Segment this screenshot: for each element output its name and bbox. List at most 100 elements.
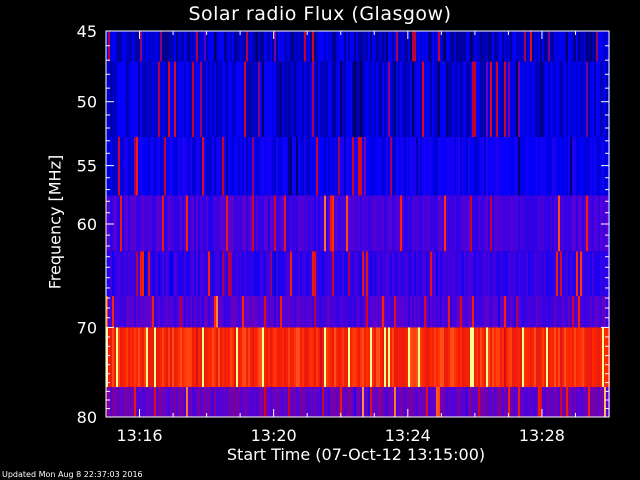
heat-cell [120,386,122,417]
heat-cell [542,195,544,252]
frequency-band [106,136,610,196]
heat-cell [438,31,440,62]
heat-cell [500,31,502,62]
heat-cell [108,296,110,328]
heat-cell [544,136,546,196]
heat-cell [492,195,494,252]
heat-cell [384,61,386,137]
heat-cell [304,251,306,297]
heat-cell [170,251,172,297]
heat-cell [280,61,282,137]
heat-cell [544,195,546,252]
heat-cell [154,327,156,387]
heat-cell [296,195,298,252]
heat-cell [398,327,400,387]
heat-cell [562,136,564,196]
heat-cell [296,61,298,137]
heat-cell [516,136,518,196]
heat-cell [526,386,528,417]
heat-cell [250,195,252,252]
heat-cell [204,195,206,252]
heat-cell [282,61,284,137]
heat-cell [374,327,376,387]
heat-cell [432,31,434,62]
heat-cell [202,327,204,387]
heat-cell [514,386,516,417]
heat-cell [584,136,586,196]
heat-cell [420,296,422,328]
heat-cell [292,296,294,328]
heat-cell [194,61,196,137]
heat-cell [500,386,502,417]
heat-cell [394,386,396,417]
heat-cell [196,195,198,252]
heat-cell [144,195,146,252]
heat-cell [550,296,552,328]
heat-cell [182,31,184,62]
heat-cell [434,251,436,297]
heat-cell [554,386,556,417]
heat-cell [430,251,432,297]
heat-cell [294,296,296,328]
heat-cell [208,251,210,297]
heat-cell [424,136,426,196]
heat-cell [186,386,188,417]
heat-cell [142,386,144,417]
heat-cell [218,195,220,252]
heat-cell [260,251,262,297]
heat-cell [348,61,350,137]
heat-cell [606,31,608,62]
heat-cell [338,136,340,196]
heat-cell [170,296,172,328]
heat-cell [422,195,424,252]
heat-cell [604,31,606,62]
heat-cell [238,136,240,196]
heat-cell [428,31,430,62]
heat-cell [396,251,398,297]
heat-cell [318,136,320,196]
heat-cell [586,31,588,62]
heat-cell [528,61,530,137]
heat-cell [290,327,292,387]
heat-cell [468,327,470,387]
heat-cell [218,296,220,328]
heat-cell [462,136,464,196]
heat-cell [356,327,358,387]
heat-cell [376,195,378,252]
heat-cell [418,61,420,137]
heat-cell [256,327,258,387]
heat-cell [158,327,160,387]
heat-cell [212,195,214,252]
heat-cell [124,195,126,252]
heat-cell [210,61,212,137]
heat-cell [500,61,502,137]
heat-cell [598,61,600,137]
chart-title: Solar radio Flux (Glasgow) [188,3,452,25]
heat-cell [156,136,158,196]
heat-cell [370,251,372,297]
heat-cell [440,61,442,137]
heat-cell [306,251,308,297]
heat-cell [226,386,228,417]
heat-cell [226,136,228,196]
heat-cell [454,251,456,297]
heat-cell [328,327,330,387]
heat-cell [420,195,422,252]
heat-cell [520,386,522,417]
heat-cell [530,251,532,297]
heat-cell [342,327,344,387]
heat-cell [124,386,126,417]
heat-cell [458,327,460,387]
heat-cell [458,251,460,297]
heat-cell [234,296,236,328]
y-tick-label: 70 [77,318,97,337]
heat-cell [356,31,358,62]
heat-cell [328,136,330,196]
heat-cell [342,386,344,417]
heat-cell [372,386,374,417]
heat-cell [538,31,540,62]
heat-cell [530,195,532,252]
heat-cell [180,296,182,328]
heat-cell [266,251,268,297]
heat-cell [408,251,410,297]
